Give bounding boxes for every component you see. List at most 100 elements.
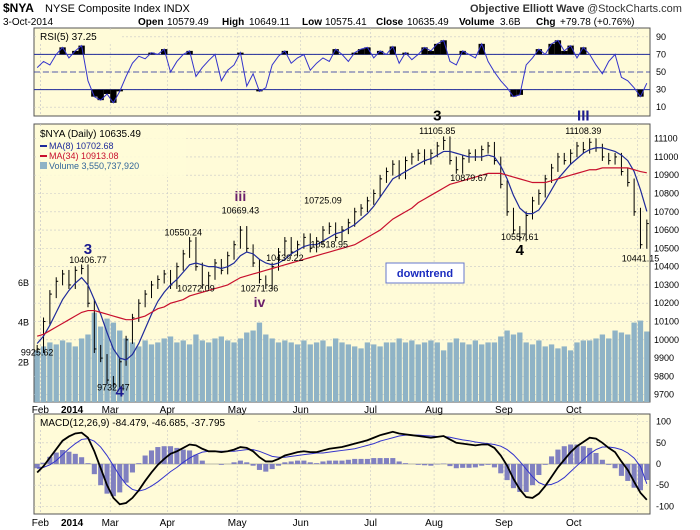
x-tick-label: Mar (102, 518, 120, 529)
volume-bar (212, 338, 218, 402)
macd-title-bg (36, 416, 258, 429)
legend-ma34: MA(34) 10913.08 (49, 151, 119, 161)
close-value: 10635.49 (407, 17, 449, 28)
macd-hist-bar (218, 464, 224, 465)
macd-hist-bar (555, 449, 561, 464)
macd-hist-bar (117, 464, 123, 493)
volume-bar (517, 332, 523, 402)
macd-hist-bar (453, 464, 459, 469)
rsi-overbought-fill (561, 50, 568, 55)
volume-bar (383, 342, 390, 402)
price-y-tick: 10400 (654, 262, 679, 272)
volume-bar (244, 332, 250, 402)
rsi-overbought-fill (72, 50, 79, 55)
macd-hist-bar (491, 464, 497, 468)
rsi-y-tick: 30 (656, 85, 666, 95)
price-value-label: 11105.85 (419, 126, 455, 136)
volume-bar (440, 350, 447, 402)
volume-bar (567, 350, 574, 402)
x-tick-label: Oct (566, 518, 582, 529)
macd-y-tick: 50 (656, 438, 666, 448)
volume-bar (510, 334, 517, 402)
x-tick-label: Feb (32, 518, 50, 529)
price-y-tick: 9900 (654, 353, 674, 363)
volume-bar (358, 348, 364, 402)
price-y-tick: 11000 (654, 152, 678, 162)
macd-hist-bar (587, 447, 593, 464)
volume-bar (561, 346, 567, 402)
volume-bar (339, 342, 345, 402)
rsi-oversold-fill (97, 89, 104, 101)
volume-bar (637, 320, 644, 402)
chart-date: 3-Oct-2014 (3, 17, 53, 28)
volume-bar (155, 342, 161, 402)
macd-hist-bar (40, 462, 47, 464)
volume-bar (625, 334, 631, 402)
macd-title: MACD(12,26,9) -84.479, -46.685, -37.795 (40, 418, 226, 429)
volume-bar (574, 342, 580, 402)
legend-volume: Volume 3,550,737,920 (49, 161, 139, 171)
macd-hist-bar (85, 463, 91, 464)
macd-hist-bar (561, 446, 567, 464)
x-tick-label: May (228, 518, 247, 529)
volume-bar (161, 338, 167, 402)
volume-bar (320, 340, 326, 402)
volume-bar (612, 330, 618, 402)
volume-bar (186, 344, 193, 402)
rsi-overbought-fill (478, 43, 485, 55)
macd-hist-bar (320, 461, 326, 464)
price-y-tick: 10000 (654, 335, 679, 345)
price-title: $NYA (Daily) 10635.49 (40, 129, 141, 140)
volume-bar (72, 346, 78, 402)
macd-hist-bar (618, 464, 624, 476)
macd-hist-bar (333, 460, 339, 464)
macd-y-tick: -100 (656, 501, 674, 511)
legend-ma8: MA(8) 10702.68 (49, 141, 114, 151)
rsi-overbought-fill (434, 43, 441, 55)
x-tick-label: 2014 (61, 405, 84, 416)
volume-bar (256, 322, 263, 402)
volume-bar (352, 346, 358, 402)
high-value: 10649.11 (249, 17, 290, 28)
macd-hist-bar (339, 460, 345, 464)
x-tick-label: Oct (566, 405, 582, 416)
volume-bar (555, 348, 561, 402)
volume-bar (402, 342, 409, 402)
macd-hist-bar (129, 464, 135, 473)
volume-bar (78, 338, 85, 402)
high-label: High (222, 17, 244, 28)
macd-y-tick: 100 (656, 417, 671, 427)
price-value-label: 10271.36 (241, 283, 279, 293)
volume-bar (466, 344, 472, 402)
macd-hist-bar (504, 464, 510, 481)
rsi-oversold-fill (637, 89, 644, 97)
rsi-overbought-fill (59, 47, 66, 55)
macd-hist-bar (523, 464, 529, 492)
volume-bar (136, 346, 142, 402)
rsi-overbought-fill (78, 45, 85, 55)
rsi-oversold-fill (91, 89, 98, 97)
volume-bar (529, 344, 536, 402)
macd-hist-bar (98, 464, 104, 486)
volume-bar (66, 342, 72, 402)
volume-bar (580, 340, 586, 402)
macd-hist-bar (161, 446, 167, 464)
volume-bar (396, 338, 402, 402)
macd-hist-bar (199, 460, 205, 464)
macd-hist-bar (644, 464, 650, 481)
volume-bar (237, 338, 244, 402)
price-value-label: 9732.47 (97, 383, 130, 393)
volume-bar (123, 338, 129, 402)
macd-hist-bar (383, 458, 389, 464)
volume-bars (34, 312, 650, 402)
volume-bar (40, 346, 47, 402)
volume-bar (148, 344, 155, 402)
macd-hist-bar (79, 457, 85, 464)
volume-bar (498, 336, 504, 402)
close-label: Close (376, 17, 404, 28)
volume-bar (205, 342, 212, 402)
macd-hist-bar (574, 444, 580, 464)
macd-hist-bar (53, 452, 59, 464)
rsi-overbought-fill (148, 52, 155, 55)
macd-hist-bar (529, 464, 536, 486)
